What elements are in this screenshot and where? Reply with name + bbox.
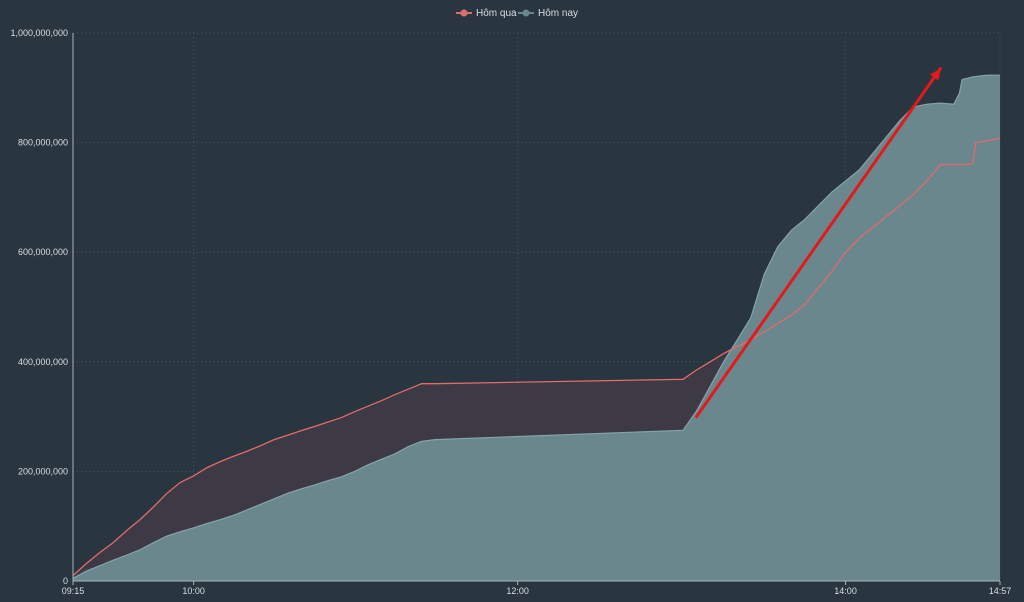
legend-item-hom-qua[interactable]: Hôm qua [456, 8, 517, 19]
y-tick-label: 1,000,000,000 [10, 28, 68, 38]
area-hom-nay [73, 75, 1000, 581]
x-tick-label: 14:00 [834, 586, 857, 596]
line-hom-qua [72, 137, 1001, 576]
y-tick-label: 800,000,000 [18, 138, 68, 148]
y-tick-label: 600,000,000 [18, 247, 68, 257]
x-tick-label: 10:00 [182, 586, 205, 596]
trend-arrow-head [929, 68, 941, 81]
legend-marker-hom-qua [460, 9, 468, 17]
series-lines [72, 74, 1001, 579]
axes: 0 200,000,000 400,000,000 600,000,000 800,00… [10, 28, 1011, 596]
trend-arrow-shaft [695, 67, 942, 419]
y-tick-label: 0 [63, 576, 68, 586]
series-areas [73, 75, 1000, 581]
x-tick-label: 09:15 [62, 586, 85, 596]
y-tick-label: 400,000,000 [18, 357, 68, 367]
x-tick-label: 12:00 [506, 586, 529, 596]
legend-item-hom-nay[interactable]: Hôm nay [518, 8, 578, 19]
line-hom-nay [72, 74, 1000, 579]
legend-label-hom-qua: Hôm qua [476, 8, 517, 19]
annotations [695, 67, 942, 419]
legend-label-hom-nay: Hôm nay [538, 8, 578, 19]
legend-marker-hom-nay [522, 9, 530, 17]
y-tick-label: 200,000,000 [18, 466, 68, 476]
legend[interactable]: Hôm qua Hôm nay [456, 8, 578, 19]
x-tick-label: 14:57 [989, 586, 1012, 596]
